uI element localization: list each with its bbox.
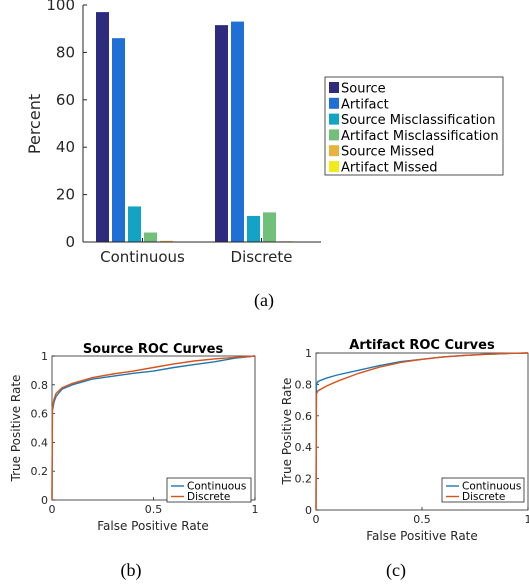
x-tick-label: 0 [313, 513, 320, 526]
series-line [315, 352, 529, 511]
legend-box [441, 477, 525, 503]
y-tick-label: 20 [56, 186, 75, 204]
bar [128, 206, 141, 242]
legend-label: Artifact Misclassification [341, 129, 499, 144]
caption-a: (a) [254, 290, 274, 311]
caption-b: (b) [121, 560, 142, 581]
x-tick-label: Discrete [231, 248, 293, 266]
roc-chart-artifact: Artifact ROC Curves 0 0.5 100.20.40.60.81 … [280, 338, 529, 581]
y-axis-label: True Positive Rate [280, 378, 294, 486]
x-tick-label: 1 [525, 513, 529, 526]
y-tick-label: 0.4 [295, 441, 313, 454]
legend-swatch [329, 82, 339, 93]
y-tick-label: 1 [305, 347, 312, 360]
x-tick-label: 0.5 [413, 513, 431, 526]
bar [215, 25, 228, 242]
x-tick-label: 0.5 [145, 503, 163, 516]
legend-label: Artifact Missed [341, 161, 438, 176]
legend-label: Artifact [341, 97, 389, 112]
legend-label: Continuous [187, 481, 246, 493]
y-tick-label: 0.6 [295, 410, 313, 423]
legend-box [324, 76, 504, 176]
legend-label: Source Misclassification [341, 113, 495, 128]
y-tick-label: 0.8 [31, 379, 49, 392]
y-tick-label: 0 [41, 494, 48, 507]
y-tick-label: 0 [305, 504, 312, 517]
y-tick-label: 100 [46, 0, 75, 14]
y-tick-label: 0.8 [295, 378, 313, 391]
series-line [51, 355, 256, 501]
y-tick-label: 0.6 [31, 408, 49, 421]
y-tick-label: 0.2 [31, 465, 49, 478]
legend-box [166, 477, 252, 503]
y-tick-label: 40 [56, 138, 75, 156]
legend-swatch [329, 97, 339, 109]
bar [96, 12, 109, 242]
y-tick-label: 60 [56, 91, 75, 109]
bar [160, 240, 173, 242]
y-tick-label: 0.4 [31, 436, 49, 449]
bar [247, 215, 260, 242]
y-axis-label: True Positive Rate [9, 375, 23, 483]
caption-c: (c) [386, 560, 406, 581]
legend-swatch [329, 113, 339, 125]
legend-label: Discrete [187, 491, 230, 503]
chart-title: Source ROC Curves [83, 342, 224, 357]
y-axis-label: Percent [25, 94, 44, 154]
legend-swatch [329, 129, 339, 141]
y-tick-label: 80 [56, 43, 75, 61]
bar [144, 232, 157, 242]
y-tick-label: 0.2 [295, 473, 313, 486]
legend-label: Source Missed [341, 145, 434, 160]
chart-title: Artifact ROC Curves [349, 338, 495, 353]
x-axis-label: False Positive Rate [366, 529, 478, 543]
y-tick-label: 0 [65, 233, 75, 251]
bar [112, 38, 125, 243]
y-tick-label: 1 [41, 350, 48, 363]
legend-swatch [329, 161, 339, 172]
legend-swatch [329, 145, 339, 157]
bar [263, 212, 276, 242]
legend-label: Source [341, 82, 386, 97]
legend-label: Discrete [462, 491, 505, 503]
x-tick-label: 1 [252, 503, 259, 516]
series-line [51, 355, 256, 501]
legend-label: Continuous [462, 481, 521, 493]
x-tick-label: Continuous [100, 248, 185, 266]
bar [231, 21, 244, 243]
x-axis-label: False Positive Rate [97, 519, 209, 533]
roc-chart-source: Source ROC Curves 0 0.5 1 0 0.2 0.4 0.6 0.8 1 Fa… [9, 342, 259, 581]
x-tick-label: 0 [49, 503, 56, 516]
